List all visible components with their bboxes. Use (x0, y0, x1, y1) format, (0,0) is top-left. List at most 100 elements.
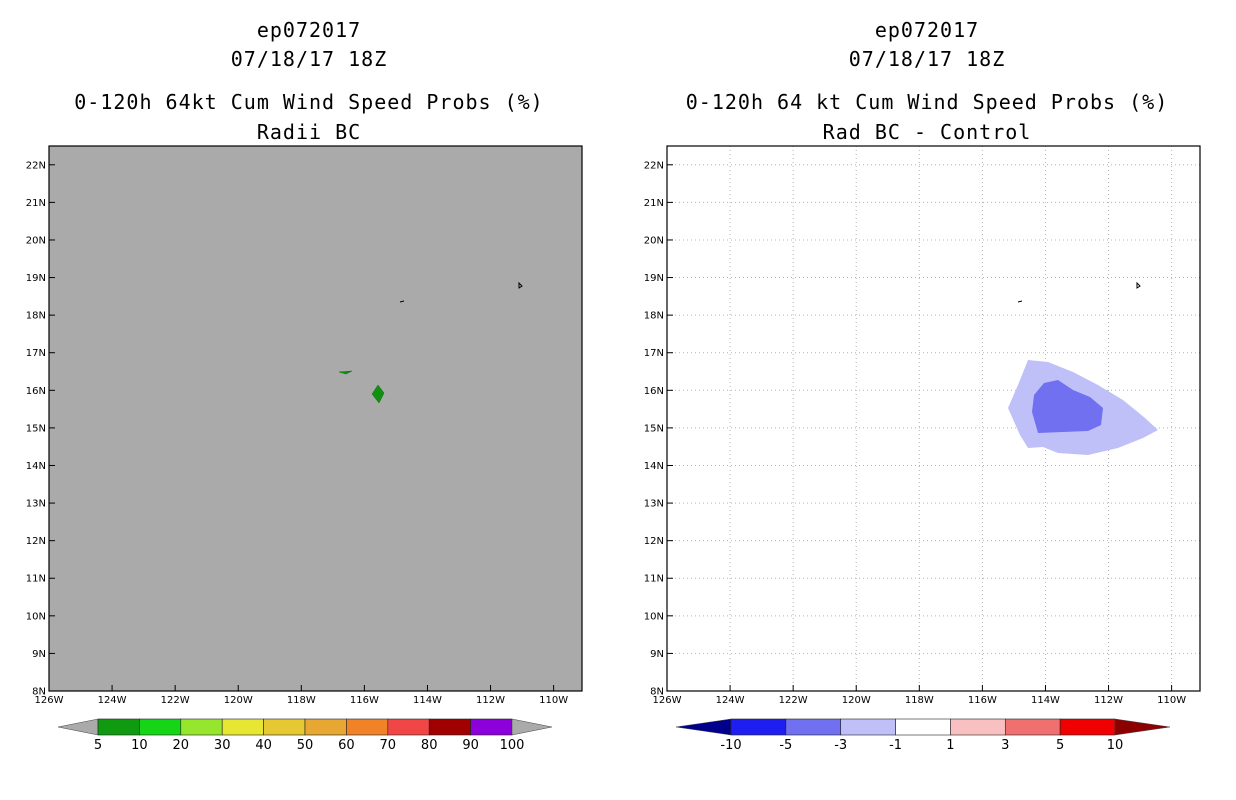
lat-label: 10N (26, 611, 46, 622)
lat-label: 12N (26, 536, 46, 547)
legend-label: 10 (1107, 738, 1124, 753)
legend-arrow-high (1114, 718, 1171, 736)
colorbar-legend: 5 10 20 30 40 50 60 70 80 90 100 (57, 718, 553, 753)
lon-label: 110W (1157, 695, 1186, 706)
lat-label: 21N (26, 198, 46, 209)
lat-label: 11N (644, 574, 664, 585)
legend-label: 1 (946, 738, 954, 753)
lat-label: 22N (644, 160, 664, 171)
legend-label: 20 (173, 738, 190, 753)
difference-contour-minus3 (1032, 380, 1103, 433)
legend-label: 70 (380, 738, 397, 753)
legend-swatch (950, 718, 1006, 736)
legend-label: 5 (1056, 738, 1064, 753)
legend-swatch (263, 718, 306, 736)
colorbar-legend: -10 -5 -3 -1 1 3 5 10 (675, 718, 1171, 753)
lat-label: 20N (26, 235, 46, 246)
product-title: 0-120h 64 kt Cum Wind Speed Probs (%) (685, 90, 1169, 114)
lat-label: 9N (650, 649, 664, 660)
legend-swatch (1059, 718, 1116, 736)
difference-map: 8N 9N 10N 11N 12N 13N 14N 15N 16N 17N 18N 19N 20N 21N… (644, 145, 1201, 753)
legend-swatch (221, 718, 264, 736)
lat-label: 17N (644, 348, 664, 359)
lat-label: 21N (644, 198, 664, 209)
legend-label: 90 (462, 738, 479, 753)
panel-subtitle: Radii BC (256, 120, 362, 144)
legend-swatch (470, 718, 513, 736)
map-frame (48, 145, 583, 692)
forecast-datetime: 07/18/17 18Z (848, 47, 1006, 71)
lat-label: 20N (644, 235, 664, 246)
lat-label: 22N (26, 160, 46, 171)
legend-swatch (840, 718, 896, 736)
lat-label: 18N (26, 311, 46, 322)
legend-arrow-high (511, 718, 553, 736)
lon-label: 112W (476, 695, 505, 706)
legend-label: 30 (214, 738, 231, 753)
legend-swatch (346, 718, 389, 736)
lon-label: 118W (905, 695, 934, 706)
legend-label: 40 (255, 738, 272, 753)
legend-swatch (97, 718, 140, 736)
storm-id: ep072017 (256, 18, 362, 42)
panel-subtitle: Rad BC - Control (822, 120, 1032, 144)
lon-label: 116W (350, 695, 379, 706)
lat-label: 19N (644, 273, 664, 284)
forecast-datetime: 07/18/17 18Z (230, 47, 388, 71)
probability-contour-5pct (338, 370, 353, 375)
legend-label: -10 (720, 738, 741, 753)
lon-label: 122W (161, 695, 190, 706)
legend-label: -1 (889, 738, 902, 753)
lat-label: 17N (26, 348, 46, 359)
lon-label: 112W (1094, 695, 1123, 706)
legend-label: -5 (779, 738, 792, 753)
legend-label: 3 (1001, 738, 1009, 753)
lon-label: 120W (842, 695, 871, 706)
lat-label: 8N (32, 687, 46, 698)
legend-swatch (180, 718, 223, 736)
product-title: 0-120h 64kt Cum Wind Speed Probs (%) (74, 90, 544, 114)
lat-label: 10N (644, 611, 664, 622)
legend-label: 5 (94, 738, 102, 753)
storm-id: ep072017 (874, 18, 980, 42)
lon-label: 124W (98, 695, 127, 706)
lon-label: 118W (287, 695, 316, 706)
lon-label: 126W (653, 695, 682, 706)
legend-label: 50 (297, 738, 314, 753)
lon-label: 126W (35, 695, 64, 706)
legend-swatch (304, 718, 347, 736)
legend-swatch (730, 718, 787, 736)
legend-label: 80 (421, 738, 438, 753)
legend-swatch (387, 718, 430, 736)
legend-label: 10 (131, 738, 148, 753)
legend-swatch (1004, 718, 1061, 736)
lat-label: 16N (26, 386, 46, 397)
lat-label: 19N (26, 273, 46, 284)
legend-swatch (139, 718, 182, 736)
lat-label: 15N (644, 423, 664, 434)
lat-label: 9N (32, 649, 46, 660)
lat-label: 8N (650, 687, 664, 698)
legend-label: -3 (834, 738, 847, 753)
probability-contour-5pct (371, 384, 385, 404)
map-frame (666, 145, 1201, 692)
island-outline (1017, 300, 1023, 303)
lat-label: 14N (26, 461, 46, 472)
legend-swatch (785, 718, 842, 736)
lat-label: 15N (26, 423, 46, 434)
legend-swatch (895, 718, 951, 736)
lat-label: 13N (644, 499, 664, 510)
legend-arrow-low (675, 718, 732, 736)
probability-map: 8N 9N 10N 11N 12N 13N 14N 15N 16N 17N 18N 19N 20N 21N… (26, 145, 583, 753)
legend-label: 100 (500, 738, 525, 753)
lon-label: 114W (1031, 695, 1060, 706)
lat-label: 16N (644, 386, 664, 397)
lat-label: 18N (644, 311, 664, 322)
lon-label: 122W (779, 695, 808, 706)
island-outline (1136, 281, 1141, 289)
left-panel: ep072017 07/18/17 18Z 0-120h 64kt Cum Wi… (26, 18, 583, 753)
lat-label: 14N (644, 461, 664, 472)
lon-label: 124W (716, 695, 745, 706)
lon-label: 120W (224, 695, 253, 706)
island-outline (399, 300, 405, 303)
